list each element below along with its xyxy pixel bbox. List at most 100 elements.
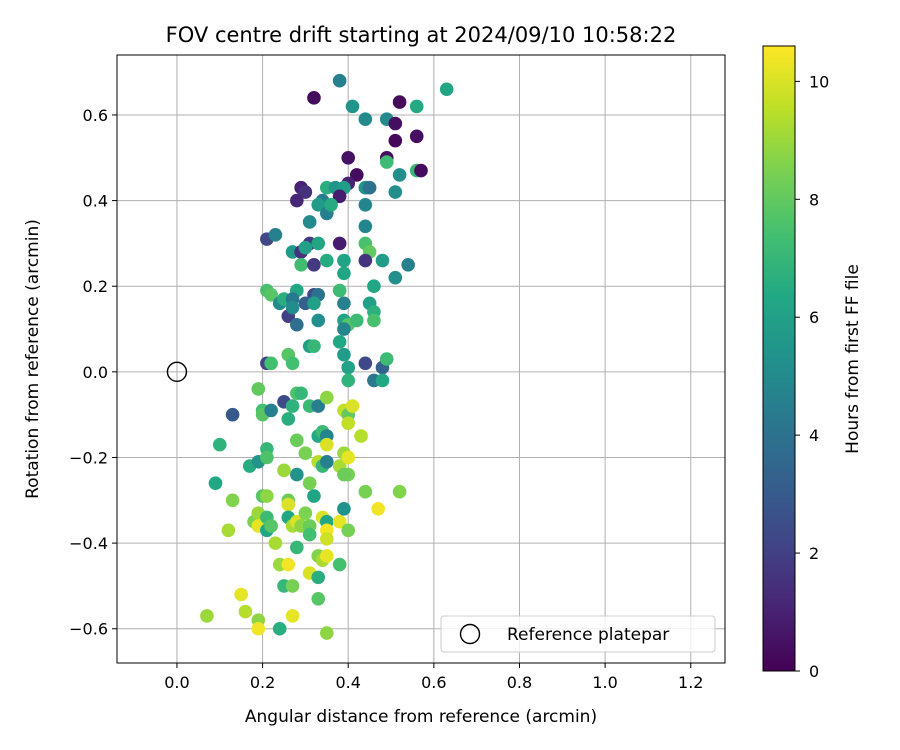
x-tick-label: 0.6 bbox=[421, 673, 446, 692]
data-points bbox=[200, 73, 454, 640]
x-tick-label: 1.2 bbox=[678, 673, 703, 692]
data-point bbox=[225, 493, 240, 508]
data-point bbox=[320, 626, 334, 640]
data-point bbox=[268, 228, 283, 242]
data-point bbox=[341, 523, 356, 538]
data-point bbox=[272, 621, 287, 636]
data-point bbox=[388, 270, 403, 285]
y-axis-label: Rotation from reference (arcmin) bbox=[23, 219, 43, 499]
legend-box bbox=[440, 615, 716, 653]
data-point bbox=[337, 266, 351, 281]
data-point bbox=[358, 356, 373, 371]
data-point bbox=[311, 570, 326, 585]
legend: Reference platepar bbox=[440, 615, 716, 653]
colorbar-tick-label: 2 bbox=[809, 544, 819, 563]
colorbar-tick-label: 4 bbox=[809, 426, 819, 445]
data-point bbox=[294, 258, 308, 272]
y-tick-label: 0.4 bbox=[83, 192, 108, 211]
data-point bbox=[285, 609, 300, 623]
data-point bbox=[234, 587, 248, 602]
data-point bbox=[375, 373, 390, 388]
data-point bbox=[200, 609, 214, 623]
colorbar-tick-label: 6 bbox=[809, 308, 819, 327]
data-point bbox=[264, 287, 278, 302]
data-point bbox=[311, 399, 326, 413]
data-point bbox=[307, 91, 321, 105]
data-point bbox=[307, 489, 321, 503]
data-point bbox=[238, 604, 253, 619]
data-point bbox=[337, 296, 351, 311]
data-point bbox=[341, 150, 356, 165]
data-point bbox=[367, 313, 381, 328]
colorbar-tick-label: 0 bbox=[809, 662, 819, 681]
data-point bbox=[290, 193, 304, 208]
data-point bbox=[337, 502, 351, 516]
data-point bbox=[311, 313, 326, 328]
x-axis-label: Angular distance from reference (arcmin) bbox=[245, 707, 597, 727]
data-point bbox=[388, 133, 403, 148]
y-axis-ticks: −0.6 −0.4 −0.2 0.0 0.2 0.4 0.6 bbox=[69, 106, 117, 639]
x-tick-label: 1.0 bbox=[592, 673, 617, 692]
data-point bbox=[332, 236, 347, 251]
data-point bbox=[221, 523, 236, 538]
data-point bbox=[341, 416, 356, 431]
y-tick-label: 0.6 bbox=[83, 106, 108, 125]
data-point bbox=[260, 489, 274, 503]
data-point bbox=[320, 454, 334, 469]
data-point bbox=[332, 557, 347, 572]
data-point bbox=[332, 514, 347, 529]
colorbar: 0 2 4 6 8 10 Hours from first FF file bbox=[762, 45, 863, 681]
legend-label: Reference platepar bbox=[507, 625, 669, 645]
data-point bbox=[225, 407, 240, 422]
data-point bbox=[379, 352, 394, 366]
data-point bbox=[439, 82, 454, 97]
data-point bbox=[290, 317, 304, 332]
data-point bbox=[341, 360, 356, 375]
data-point bbox=[281, 497, 296, 512]
y-tick-label: −0.2 bbox=[69, 448, 108, 467]
data-point bbox=[264, 403, 278, 418]
data-point bbox=[298, 240, 313, 255]
data-point bbox=[285, 579, 300, 593]
colorbar-ticks: 0 2 4 6 8 10 bbox=[795, 72, 829, 681]
x-axis-ticks: 0.0 0.2 0.4 0.6 0.8 1.0 1.2 bbox=[164, 663, 703, 692]
data-point bbox=[320, 437, 334, 452]
data-point bbox=[358, 484, 373, 499]
data-point bbox=[311, 198, 326, 212]
x-tick-label: 0.2 bbox=[250, 673, 275, 692]
data-point bbox=[332, 189, 347, 204]
reference-marker bbox=[166, 361, 188, 383]
data-point bbox=[307, 296, 321, 311]
data-point bbox=[324, 198, 338, 212]
data-point bbox=[311, 591, 326, 606]
data-point bbox=[320, 549, 334, 563]
data-point bbox=[345, 99, 360, 114]
data-point bbox=[285, 300, 300, 315]
data-point bbox=[311, 236, 326, 251]
data-point bbox=[302, 476, 317, 490]
data-point bbox=[264, 519, 278, 533]
data-point bbox=[337, 347, 351, 362]
data-point bbox=[349, 168, 364, 182]
data-point bbox=[285, 356, 300, 371]
data-point bbox=[354, 429, 368, 443]
data-point bbox=[294, 386, 308, 401]
data-point bbox=[298, 506, 313, 520]
data-point bbox=[251, 621, 266, 636]
colorbar-tick-label: 8 bbox=[809, 190, 819, 209]
data-point bbox=[332, 73, 347, 88]
data-point bbox=[388, 185, 403, 199]
data-point bbox=[337, 467, 351, 482]
data-point bbox=[358, 253, 373, 268]
legend-marker bbox=[459, 623, 481, 645]
data-point bbox=[392, 484, 407, 499]
data-point bbox=[290, 540, 304, 555]
data-point bbox=[268, 536, 283, 550]
data-point bbox=[302, 215, 317, 229]
data-point bbox=[264, 356, 278, 371]
data-point bbox=[281, 412, 296, 426]
data-point bbox=[337, 253, 351, 268]
grid-lines bbox=[117, 55, 725, 663]
data-point bbox=[212, 437, 227, 452]
